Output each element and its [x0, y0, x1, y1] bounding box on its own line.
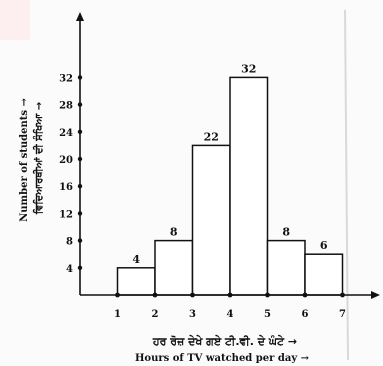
- y-ticks-group: 4 8 12 16 20 24 28 32: [59, 73, 83, 275]
- x-tick-label: 4: [227, 309, 234, 320]
- x-tick-label: 6: [302, 309, 309, 320]
- y-tick-label: 20: [59, 155, 73, 166]
- y-tick-label: 12: [59, 209, 73, 220]
- histogram-bar: [191, 144, 231, 296]
- bars-group: [116, 76, 344, 296]
- y-tick-mark: [77, 238, 83, 243]
- bar-value-label: 8: [282, 226, 290, 239]
- bar-labels-group: 4 8 22 32 8 6: [132, 62, 328, 265]
- y-tick-label: 4: [66, 264, 73, 275]
- x-axis-label: Hours of TV watched per day →: [135, 353, 310, 364]
- y-tick-label: 8: [66, 237, 73, 248]
- histogram-bar: [266, 239, 306, 296]
- y-axis-arrow: [76, 12, 84, 21]
- x-axis-arrow: [371, 291, 380, 299]
- x-tick-mark: [190, 292, 195, 298]
- x-tick-label: 2: [152, 309, 159, 320]
- y-tick-label: 24: [59, 128, 73, 139]
- x-tick-mark: [227, 292, 233, 298]
- x-tick-label: 3: [189, 309, 196, 320]
- x-tick-mark: [265, 292, 270, 298]
- x-tick-mark: [340, 292, 345, 298]
- histogram-bar: [304, 253, 344, 296]
- y-tick-label: 16: [59, 182, 73, 193]
- bar-value-label: 32: [241, 62, 256, 75]
- x-tick-label: 5: [264, 309, 271, 320]
- y-axis-label-punjabi: ਵਿਦਿਆਰਥੀਆਂ ਦੀ ਸੰਖਿਆ →: [32, 102, 45, 215]
- x-tick-mark: [302, 292, 308, 298]
- y-tick-mark: [77, 211, 83, 216]
- bar-value-label: 8: [170, 226, 178, 239]
- x-ticks-group: 1 2 3 4 5 6 7: [114, 292, 346, 320]
- y-tick-label: 32: [59, 73, 73, 84]
- y-tick-mark: [77, 184, 83, 189]
- y-tick-mark: [77, 265, 83, 270]
- x-tick-label: 7: [339, 309, 346, 320]
- y-tick-mark: [77, 129, 83, 134]
- histogram-bar: [154, 239, 194, 296]
- x-axis-label-punjabi: ਹਰ ਰੋਜ਼ ਦੇਖੇ ਗਏ ਟੀ.ਵੀ. ਦੇ ਘੰਟੇ →: [152, 334, 297, 348]
- y-tick-label: 28: [59, 101, 73, 112]
- x-tick-mark: [152, 292, 158, 298]
- bar-value-label: 6: [320, 239, 328, 252]
- y-tick-mark: [77, 75, 83, 80]
- x-tick-mark: [115, 292, 120, 298]
- y-tick-mark: [77, 156, 83, 162]
- histogram-bar: [116, 267, 156, 296]
- bar-value-label: 22: [204, 130, 219, 143]
- bar-value-label: 4: [132, 253, 140, 266]
- histogram-bar: [229, 76, 269, 296]
- x-tick-label: 1: [114, 309, 121, 320]
- y-axis-label: Number of students →: [19, 97, 30, 221]
- y-tick-mark: [77, 102, 83, 107]
